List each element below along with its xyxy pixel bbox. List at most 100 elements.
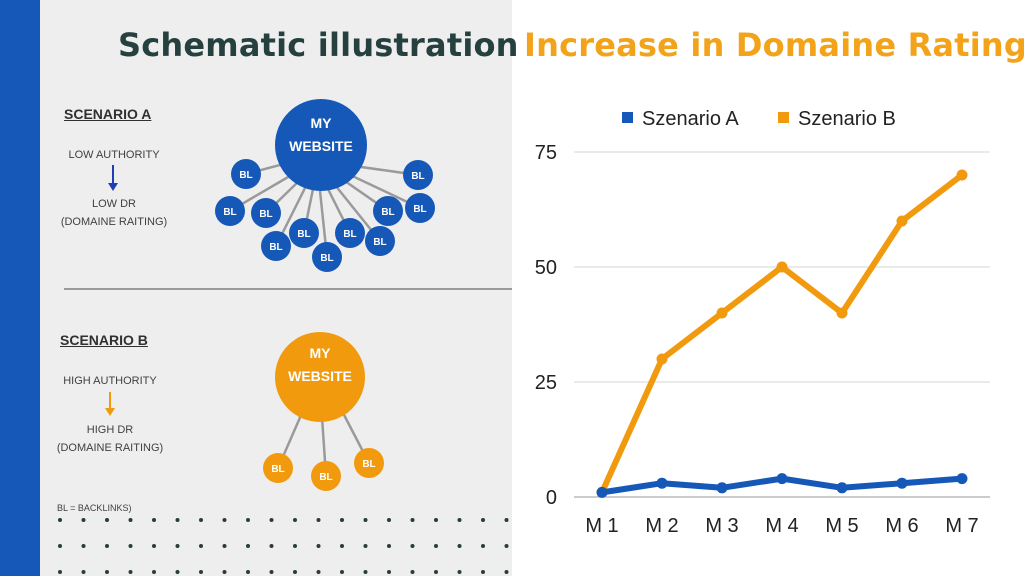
data-point — [596, 486, 608, 498]
decorative-dot — [293, 544, 297, 548]
decorative-dot — [363, 544, 368, 548]
decorative-dot — [58, 518, 62, 522]
backlink-label: BL — [259, 209, 272, 220]
data-point — [716, 307, 728, 319]
decorative-dot — [434, 570, 438, 574]
legend-swatch — [622, 112, 633, 123]
data-point — [656, 477, 668, 489]
chart-title: Increase in Domaine Rating — [524, 26, 1024, 64]
decorative-dot — [128, 518, 133, 522]
scenario-b-authority: HIGH AUTHORITY — [63, 375, 157, 387]
x-tick-label: M 3 — [705, 515, 738, 537]
decorative-dot — [434, 518, 438, 522]
backlink-label: BL — [239, 170, 252, 181]
backlink-label: BL — [297, 229, 310, 240]
decorative-dot — [152, 518, 156, 522]
data-point — [896, 215, 908, 227]
decorative-dot-grid — [58, 518, 509, 574]
decorative-dot — [175, 544, 180, 548]
decorative-dot — [457, 570, 462, 574]
decorative-dot — [410, 544, 415, 548]
decorative-dot — [410, 518, 415, 522]
x-tick-label: M 5 — [825, 515, 858, 537]
backlink-label: BL — [319, 472, 332, 483]
my-website-label-a-line1: MY — [311, 115, 333, 131]
my-website-label-a-line2: WEBSITE — [289, 138, 353, 154]
x-tick-label: M 2 — [645, 515, 678, 537]
decorative-dot — [504, 518, 509, 522]
data-point — [896, 477, 908, 489]
decorative-dot — [222, 544, 227, 548]
decorative-dot — [481, 544, 485, 548]
my-website-label-b-line1: MY — [310, 345, 332, 361]
decorative-dot — [175, 518, 180, 522]
scenario-b-dr-note: (DOMAINE RAITING) — [56, 442, 164, 454]
decorative-dot — [246, 570, 250, 574]
backlink-label: BL — [223, 207, 236, 218]
x-tick-label: M 4 — [765, 515, 798, 537]
decorative-dot — [105, 570, 109, 574]
decorative-dot — [387, 544, 391, 548]
decorative-dot — [128, 544, 133, 548]
my-website-label-b-line2: WEBSITE — [288, 368, 352, 384]
backlinks-footnote: BL = BACKLINKS) — [57, 503, 132, 513]
decorative-dot — [316, 544, 321, 548]
data-point — [776, 473, 788, 485]
y-tick-label: 25 — [535, 372, 557, 394]
backlink-label: BL — [271, 464, 284, 475]
decorative-dot — [199, 570, 203, 574]
backlink-nodes-b: BL BL BL — [263, 448, 384, 491]
data-point — [836, 307, 848, 319]
decorative-dot — [504, 570, 509, 574]
accent-bar — [0, 0, 40, 576]
chart-series — [596, 169, 968, 498]
decorative-dot — [105, 544, 109, 548]
scenario-a-diagram: MY WEBSITE BL BL BL BL BL BL BL BL BL BL… — [215, 99, 435, 272]
decorative-dot — [152, 570, 156, 574]
decorative-dot — [128, 570, 133, 574]
decorative-dot — [175, 570, 180, 574]
decorative-dot — [246, 518, 250, 522]
decorative-dot — [387, 570, 391, 574]
x-axis-ticks: M 1 M 2 M 3 M 4 M 5 M 6 M 7 — [585, 515, 978, 537]
decorative-dot — [81, 544, 86, 548]
backlink-label: BL — [320, 253, 333, 264]
decorative-dot — [340, 544, 344, 548]
data-point — [716, 482, 728, 494]
decorative-dot — [504, 544, 509, 548]
backlink-label: BL — [381, 207, 394, 218]
decorative-dot — [434, 544, 438, 548]
y-tick-label: 0 — [546, 487, 557, 509]
data-point — [956, 169, 968, 181]
chart-legend: Szenario A Szenario B — [622, 108, 896, 130]
legend-label: Szenario A — [642, 108, 739, 130]
scenario-a-dr: LOW DR — [92, 198, 136, 210]
decorative-dot — [340, 570, 344, 574]
decorative-dot — [457, 518, 462, 522]
decorative-dot — [481, 570, 485, 574]
arrow-down-blue-icon — [108, 165, 118, 191]
y-axis-ticks: 0 25 50 75 — [535, 142, 557, 509]
data-point — [776, 261, 788, 273]
my-website-node-b — [275, 332, 365, 422]
decorative-dot — [222, 518, 227, 522]
data-point — [956, 473, 968, 485]
decorative-dot — [363, 518, 368, 522]
decorative-dot — [152, 544, 156, 548]
backlink-label: BL — [362, 459, 375, 470]
decorative-dot — [269, 518, 274, 522]
decorative-dot — [105, 518, 109, 522]
decorative-dot — [316, 518, 321, 522]
x-tick-label: M 6 — [885, 515, 918, 537]
decorative-dot — [269, 570, 274, 574]
decorative-dot — [293, 570, 297, 574]
scenario-b-heading: SCENARIO B — [60, 332, 148, 348]
scenario-divider — [64, 288, 512, 290]
decorative-dot — [58, 544, 62, 548]
y-tick-label: 50 — [535, 257, 557, 279]
decorative-dot — [269, 544, 274, 548]
backlink-label: BL — [411, 171, 424, 182]
decorative-dot — [81, 518, 86, 522]
decorative-dot — [58, 570, 62, 574]
